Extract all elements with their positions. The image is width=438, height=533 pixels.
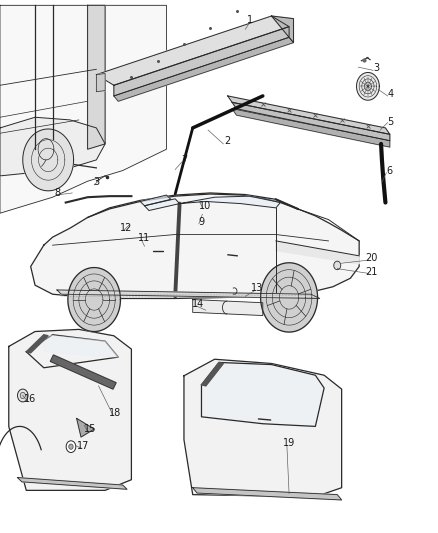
Polygon shape [232, 102, 390, 141]
Polygon shape [193, 300, 263, 316]
Polygon shape [0, 5, 166, 213]
Text: 9: 9 [198, 217, 205, 227]
Polygon shape [77, 418, 94, 437]
Text: 21: 21 [365, 267, 378, 277]
Polygon shape [31, 194, 359, 298]
Polygon shape [96, 74, 105, 92]
Text: 19: 19 [283, 439, 295, 448]
Polygon shape [0, 117, 105, 176]
Text: 14: 14 [192, 299, 205, 309]
Text: 6: 6 [386, 166, 392, 175]
Circle shape [66, 441, 76, 453]
Text: 15: 15 [84, 424, 96, 433]
Polygon shape [357, 72, 379, 100]
Text: 3: 3 [93, 177, 99, 187]
Circle shape [334, 261, 341, 270]
Polygon shape [261, 263, 318, 332]
Text: 1: 1 [247, 15, 253, 25]
Polygon shape [18, 478, 127, 489]
Text: 16: 16 [24, 394, 36, 403]
Polygon shape [180, 196, 280, 208]
Polygon shape [201, 362, 324, 426]
Text: 5: 5 [388, 117, 394, 126]
Polygon shape [44, 335, 118, 357]
Text: 2: 2 [225, 136, 231, 146]
Circle shape [69, 444, 73, 449]
Text: 13: 13 [251, 283, 263, 293]
Text: 17: 17 [77, 441, 89, 451]
Text: 4: 4 [388, 90, 394, 99]
Polygon shape [88, 5, 105, 149]
Text: 8: 8 [54, 188, 60, 198]
Polygon shape [57, 290, 320, 298]
Polygon shape [201, 362, 223, 386]
Text: 18: 18 [109, 408, 121, 418]
Text: 20: 20 [365, 253, 378, 263]
Text: 12: 12 [120, 223, 132, 233]
Text: 10: 10 [199, 201, 211, 211]
Text: 3: 3 [374, 63, 380, 73]
Polygon shape [184, 359, 342, 497]
Text: 11: 11 [138, 233, 150, 243]
Polygon shape [193, 488, 342, 500]
Polygon shape [272, 16, 293, 43]
Polygon shape [23, 129, 74, 191]
Polygon shape [232, 109, 390, 147]
Polygon shape [50, 355, 116, 389]
Text: 7: 7 [181, 155, 187, 165]
Polygon shape [145, 199, 180, 211]
Circle shape [20, 392, 25, 399]
Polygon shape [228, 96, 390, 134]
Polygon shape [96, 16, 289, 85]
Polygon shape [9, 329, 131, 490]
Polygon shape [140, 195, 171, 206]
Polygon shape [26, 335, 48, 353]
Polygon shape [114, 27, 289, 96]
Circle shape [18, 389, 28, 402]
Polygon shape [68, 268, 120, 332]
Polygon shape [114, 37, 293, 101]
Polygon shape [276, 241, 359, 264]
